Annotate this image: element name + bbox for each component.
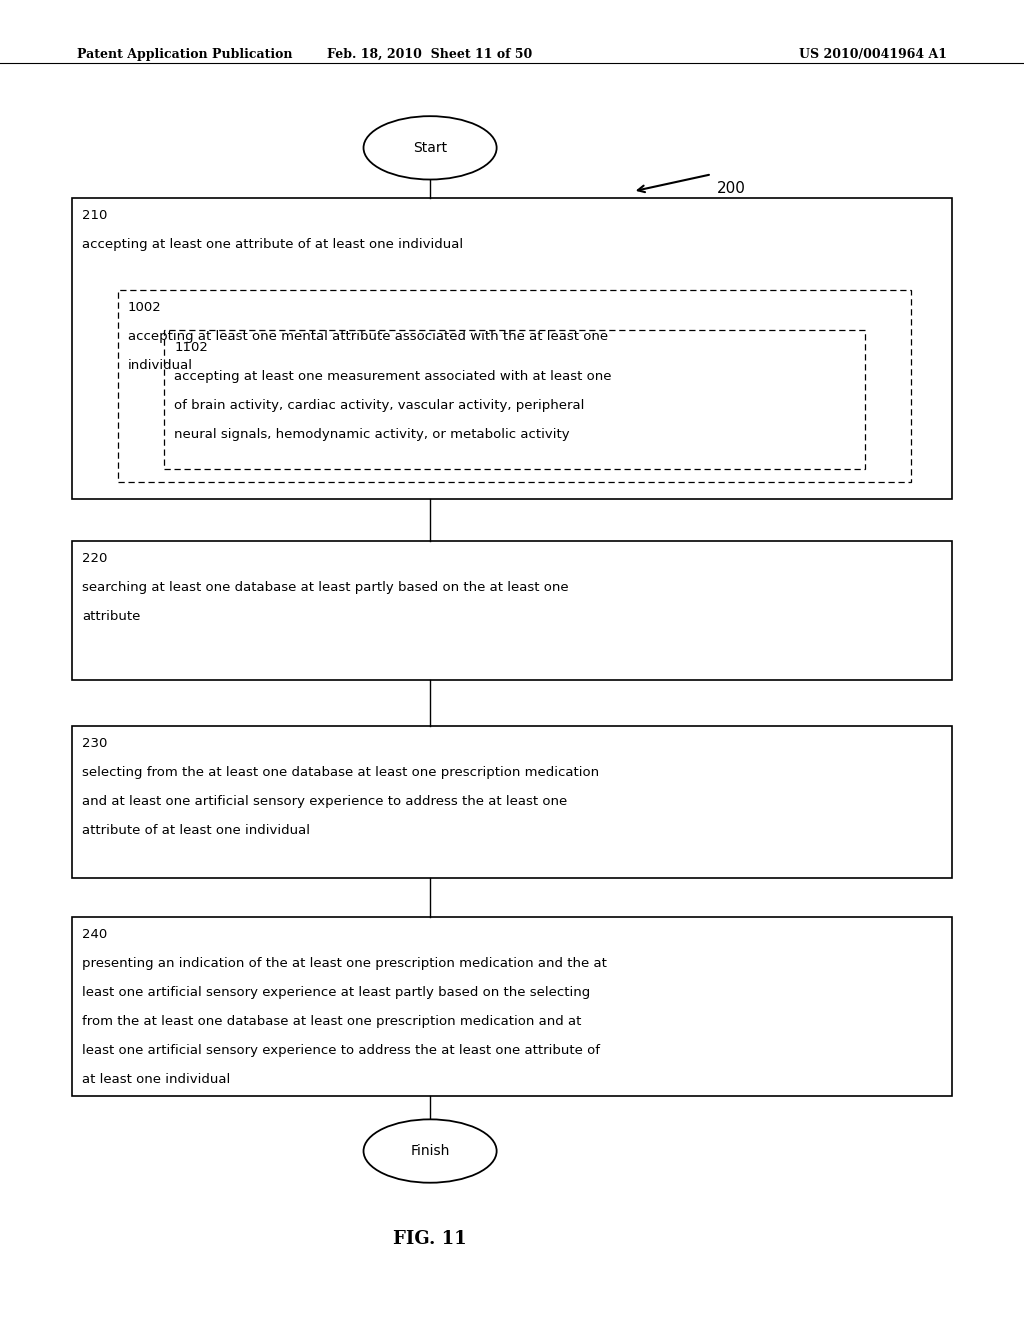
Bar (164, 330, 865, 469)
Text: least one artificial sensory experience to address the at least one attribute of: least one artificial sensory experience … (82, 1044, 600, 1057)
Bar (118, 290, 911, 482)
Text: accepting at least one mental attribute associated with the at least one: accepting at least one mental attribute … (128, 330, 608, 343)
Text: selecting from the at least one database at least one prescription medication: selecting from the at least one database… (82, 766, 599, 779)
Text: 1102: 1102 (174, 341, 208, 354)
Text: least one artificial sensory experience at least partly based on the selecting: least one artificial sensory experience … (82, 986, 590, 999)
Text: of brain activity, cardiac activity, vascular activity, peripheral: of brain activity, cardiac activity, vas… (174, 399, 585, 412)
Text: presenting an indication of the at least one prescription medication and the at: presenting an indication of the at least… (82, 957, 607, 970)
Ellipse shape (364, 116, 497, 180)
Text: Patent Application Publication: Patent Application Publication (77, 49, 292, 61)
Bar (72, 541, 952, 680)
Text: US 2010/0041964 A1: US 2010/0041964 A1 (799, 49, 947, 61)
Text: 200: 200 (717, 181, 745, 195)
Text: and at least one artificial sensory experience to address the at least one: and at least one artificial sensory expe… (82, 795, 567, 808)
Text: at least one individual: at least one individual (82, 1073, 230, 1086)
Text: Feb. 18, 2010  Sheet 11 of 50: Feb. 18, 2010 Sheet 11 of 50 (328, 49, 532, 61)
Bar (72, 198, 952, 499)
Text: 240: 240 (82, 928, 108, 941)
Text: from the at least one database at least one prescription medication and at: from the at least one database at least … (82, 1015, 582, 1028)
Text: 1002: 1002 (128, 301, 162, 314)
Text: accepting at least one attribute of at least one individual: accepting at least one attribute of at l… (82, 238, 463, 251)
Bar (72, 726, 952, 878)
Text: 210: 210 (82, 209, 108, 222)
Bar (72, 917, 952, 1096)
Text: Start: Start (413, 141, 447, 154)
Text: searching at least one database at least partly based on the at least one: searching at least one database at least… (82, 581, 568, 594)
Text: Finish: Finish (411, 1144, 450, 1158)
Text: individual: individual (128, 359, 193, 372)
Text: 220: 220 (82, 552, 108, 565)
Text: FIG. 11: FIG. 11 (393, 1230, 467, 1249)
Ellipse shape (364, 1119, 497, 1183)
Text: attribute of at least one individual: attribute of at least one individual (82, 824, 310, 837)
Text: 230: 230 (82, 737, 108, 750)
Text: attribute: attribute (82, 610, 140, 623)
Text: neural signals, hemodynamic activity, or metabolic activity: neural signals, hemodynamic activity, or… (174, 428, 569, 441)
Text: accepting at least one measurement associated with at least one: accepting at least one measurement assoc… (174, 370, 611, 383)
